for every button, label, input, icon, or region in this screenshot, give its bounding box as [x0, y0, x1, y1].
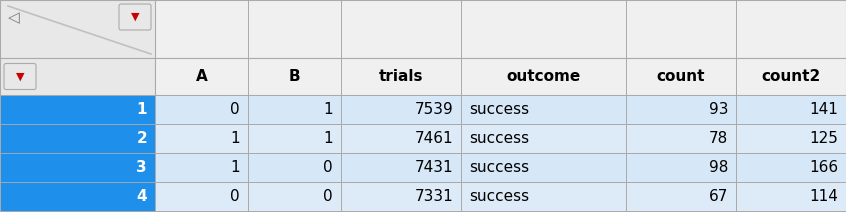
Text: ▼: ▼ [16, 71, 25, 81]
Text: outcome: outcome [507, 69, 580, 84]
Text: success: success [469, 102, 529, 117]
Text: 114: 114 [809, 189, 838, 204]
Text: A: A [195, 69, 207, 84]
Bar [0, 0, 155, 58]
Text: 1: 1 [230, 131, 240, 146]
Bar [461, 182, 626, 211]
Bar [0, 182, 155, 211]
Bar [341, 95, 461, 124]
Bar [736, 182, 846, 211]
Bar [248, 124, 341, 153]
Bar [155, 95, 248, 124]
Text: 166: 166 [809, 160, 838, 175]
Text: 93: 93 [708, 102, 728, 117]
Bar [248, 153, 341, 182]
Text: 0: 0 [230, 102, 240, 117]
Bar [461, 153, 626, 182]
Text: success: success [469, 131, 529, 146]
Bar [626, 95, 736, 124]
Bar [0, 95, 155, 124]
Text: 0: 0 [230, 189, 240, 204]
Text: count: count [656, 69, 706, 84]
Text: 1: 1 [323, 102, 333, 117]
Text: 98: 98 [709, 160, 728, 175]
Bar [155, 153, 248, 182]
Bar [248, 95, 341, 124]
Bar [341, 182, 461, 211]
Text: success: success [469, 160, 529, 175]
Text: ◁: ◁ [8, 11, 19, 25]
Text: 0: 0 [323, 160, 333, 175]
Bar [341, 124, 461, 153]
Text: 78: 78 [709, 131, 728, 146]
Text: success: success [469, 189, 529, 204]
Text: 2: 2 [136, 131, 147, 146]
Text: 7331: 7331 [415, 189, 453, 204]
Text: 1: 1 [230, 160, 240, 175]
Text: trials: trials [379, 69, 423, 84]
Bar [155, 58, 846, 95]
Bar [626, 124, 736, 153]
Bar [626, 182, 736, 211]
Text: 1: 1 [323, 131, 333, 146]
Bar [155, 182, 248, 211]
Bar [736, 124, 846, 153]
Text: count2: count2 [761, 69, 821, 84]
FancyBboxPatch shape [119, 4, 151, 30]
FancyBboxPatch shape [4, 64, 36, 89]
Text: 1: 1 [136, 102, 147, 117]
Bar [736, 95, 846, 124]
Bar [0, 153, 155, 182]
Bar [461, 95, 626, 124]
Text: 7539: 7539 [415, 102, 453, 117]
Text: 141: 141 [809, 102, 838, 117]
Bar [626, 153, 736, 182]
Text: 7461: 7461 [415, 131, 453, 146]
Text: ▼: ▼ [131, 12, 140, 22]
Text: B: B [288, 69, 300, 84]
Bar [461, 124, 626, 153]
Bar [248, 182, 341, 211]
Bar [736, 153, 846, 182]
Bar [155, 124, 248, 153]
Bar [0, 58, 155, 95]
Text: 125: 125 [809, 131, 838, 146]
Text: 7431: 7431 [415, 160, 453, 175]
Bar [341, 153, 461, 182]
Text: 4: 4 [136, 189, 147, 204]
Text: 3: 3 [136, 160, 147, 175]
Bar [0, 124, 155, 153]
Text: 0: 0 [323, 189, 333, 204]
Text: 67: 67 [709, 189, 728, 204]
Bar [0, 0, 846, 58]
